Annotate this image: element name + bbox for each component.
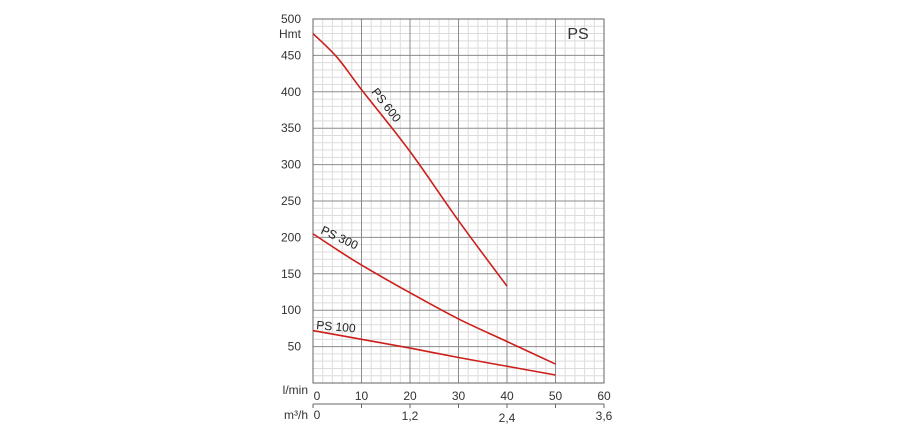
model-label: PS [567,26,588,43]
series-line-ps-600 [312,32,508,287]
x-tick-label: 40 [500,389,514,403]
x-tick-labels: 0 10 20 30 40 50 60 [314,389,611,403]
series-layer [312,32,556,376]
y-tick-label: 250 [281,194,301,208]
secondary-x-tick-label: 2,4 [499,411,516,425]
y-tick-label: 50 [288,340,302,354]
y-tick-label: 400 [281,85,301,99]
y-tick-label: 500 [281,12,301,26]
y-axis-label: Hmt [279,27,302,41]
x-tick-label: 0 [314,389,321,403]
x-tick-label: 20 [403,389,417,403]
x-axis-label: l/min [283,383,308,397]
curve-label-ps-100: PS 100 [316,318,357,335]
x-tick-label: 50 [549,389,563,403]
y-tick-label: 150 [281,267,301,281]
y-tick-label: 200 [281,230,301,244]
series-line-ps-100 [312,329,556,376]
y-tick-label: 300 [281,158,301,172]
curve-label-ps-300: PS 300 [319,223,361,252]
secondary-x-tick-labels: 0 1,2 2,4 3,6 [314,408,613,425]
x-tick-label: 60 [597,389,611,403]
secondary-x-axis [312,403,605,408]
major-grid [313,19,604,383]
secondary-x-tick-label: 1,2 [402,409,419,423]
y-tick-labels: 500 450 400 350 300 250 200 150 100 50 [281,12,301,354]
series-line-ps-300 [312,233,556,365]
plot-frame [312,18,605,384]
secondary-x-tick-label: 0 [314,408,321,422]
secondary-x-tick-label: 3,6 [596,409,613,423]
x-tick-label: 10 [355,389,369,403]
y-tick-label: 100 [281,303,301,317]
y-tick-label: 350 [281,121,301,135]
secondary-x-axis-label: m³/h [284,408,308,422]
y-tick-label: 450 [281,48,301,62]
x-tick-label: 30 [452,389,466,403]
